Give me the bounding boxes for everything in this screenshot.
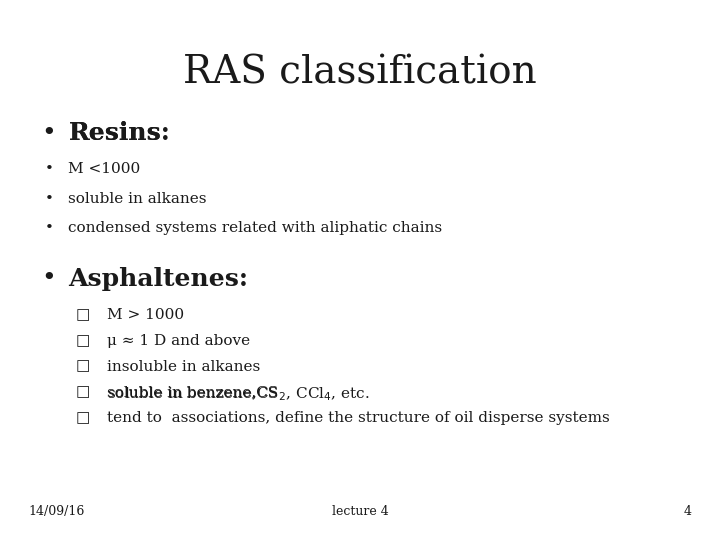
Text: M <1000: M <1000	[68, 162, 140, 176]
Text: □: □	[76, 360, 90, 374]
Text: soluble in benzene,CS: soluble in benzene,CS	[107, 386, 278, 400]
Text: M > 1000: M > 1000	[107, 308, 184, 322]
Text: □: □	[76, 308, 90, 322]
Text: μ ≈ 1 D and above: μ ≈ 1 D and above	[107, 334, 250, 348]
Text: •: •	[45, 192, 53, 206]
Text: •: •	[42, 122, 56, 145]
Text: □: □	[76, 334, 90, 348]
Text: •: •	[45, 221, 53, 235]
Text: soluble in alkanes: soluble in alkanes	[68, 192, 207, 206]
Text: □: □	[76, 386, 90, 400]
Text: lecture 4: lecture 4	[332, 505, 388, 518]
Text: •: •	[42, 267, 56, 291]
Text: •: •	[45, 162, 53, 176]
Text: condensed systems related with aliphatic chains: condensed systems related with aliphatic…	[68, 221, 443, 235]
Text: insoluble in alkanes: insoluble in alkanes	[107, 360, 260, 374]
Text: Resins:: Resins:	[68, 122, 170, 145]
Text: 4: 4	[683, 505, 691, 518]
Text: Asphaltenes:: Asphaltenes:	[68, 267, 248, 291]
Text: 14/09/16: 14/09/16	[29, 505, 85, 518]
Text: tend to  associations, define the structure of oil disperse systems: tend to associations, define the structu…	[107, 411, 609, 426]
Text: RAS classification: RAS classification	[183, 54, 537, 91]
Text: □: □	[76, 411, 90, 426]
Text: Resins: Resins	[68, 122, 161, 145]
Text: soluble in benzene,CS$_2$, CCl$_4$, etc.: soluble in benzene,CS$_2$, CCl$_4$, etc.	[107, 386, 369, 403]
